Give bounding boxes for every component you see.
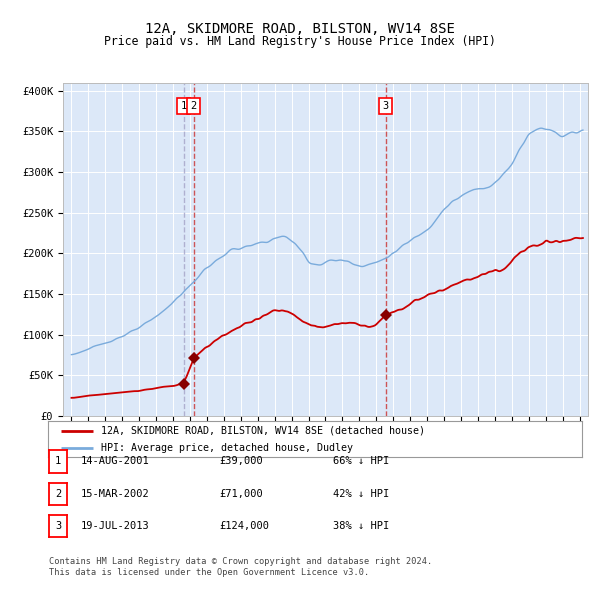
- Text: 14-AUG-2001: 14-AUG-2001: [81, 457, 150, 466]
- Text: 19-JUL-2013: 19-JUL-2013: [81, 522, 150, 531]
- Text: 12A, SKIDMORE ROAD, BILSTON, WV14 8SE: 12A, SKIDMORE ROAD, BILSTON, WV14 8SE: [145, 22, 455, 37]
- Text: £124,000: £124,000: [219, 522, 269, 531]
- Text: Contains HM Land Registry data © Crown copyright and database right 2024.: Contains HM Land Registry data © Crown c…: [49, 558, 433, 566]
- Text: 38% ↓ HPI: 38% ↓ HPI: [333, 522, 389, 531]
- Text: 15-MAR-2002: 15-MAR-2002: [81, 489, 150, 499]
- Text: £71,000: £71,000: [219, 489, 263, 499]
- Text: 3: 3: [382, 101, 389, 111]
- Text: 1: 1: [55, 457, 61, 466]
- Text: 66% ↓ HPI: 66% ↓ HPI: [333, 457, 389, 466]
- Text: 42% ↓ HPI: 42% ↓ HPI: [333, 489, 389, 499]
- Text: 2: 2: [190, 101, 197, 111]
- Text: Price paid vs. HM Land Registry's House Price Index (HPI): Price paid vs. HM Land Registry's House …: [104, 35, 496, 48]
- Text: £39,000: £39,000: [219, 457, 263, 466]
- Text: 3: 3: [55, 522, 61, 531]
- Text: HPI: Average price, detached house, Dudley: HPI: Average price, detached house, Dudl…: [101, 443, 353, 453]
- Text: This data is licensed under the Open Government Licence v3.0.: This data is licensed under the Open Gov…: [49, 568, 370, 577]
- Text: 1: 1: [181, 101, 187, 111]
- Text: 2: 2: [55, 489, 61, 499]
- Text: 12A, SKIDMORE ROAD, BILSTON, WV14 8SE (detached house): 12A, SKIDMORE ROAD, BILSTON, WV14 8SE (d…: [101, 425, 425, 435]
